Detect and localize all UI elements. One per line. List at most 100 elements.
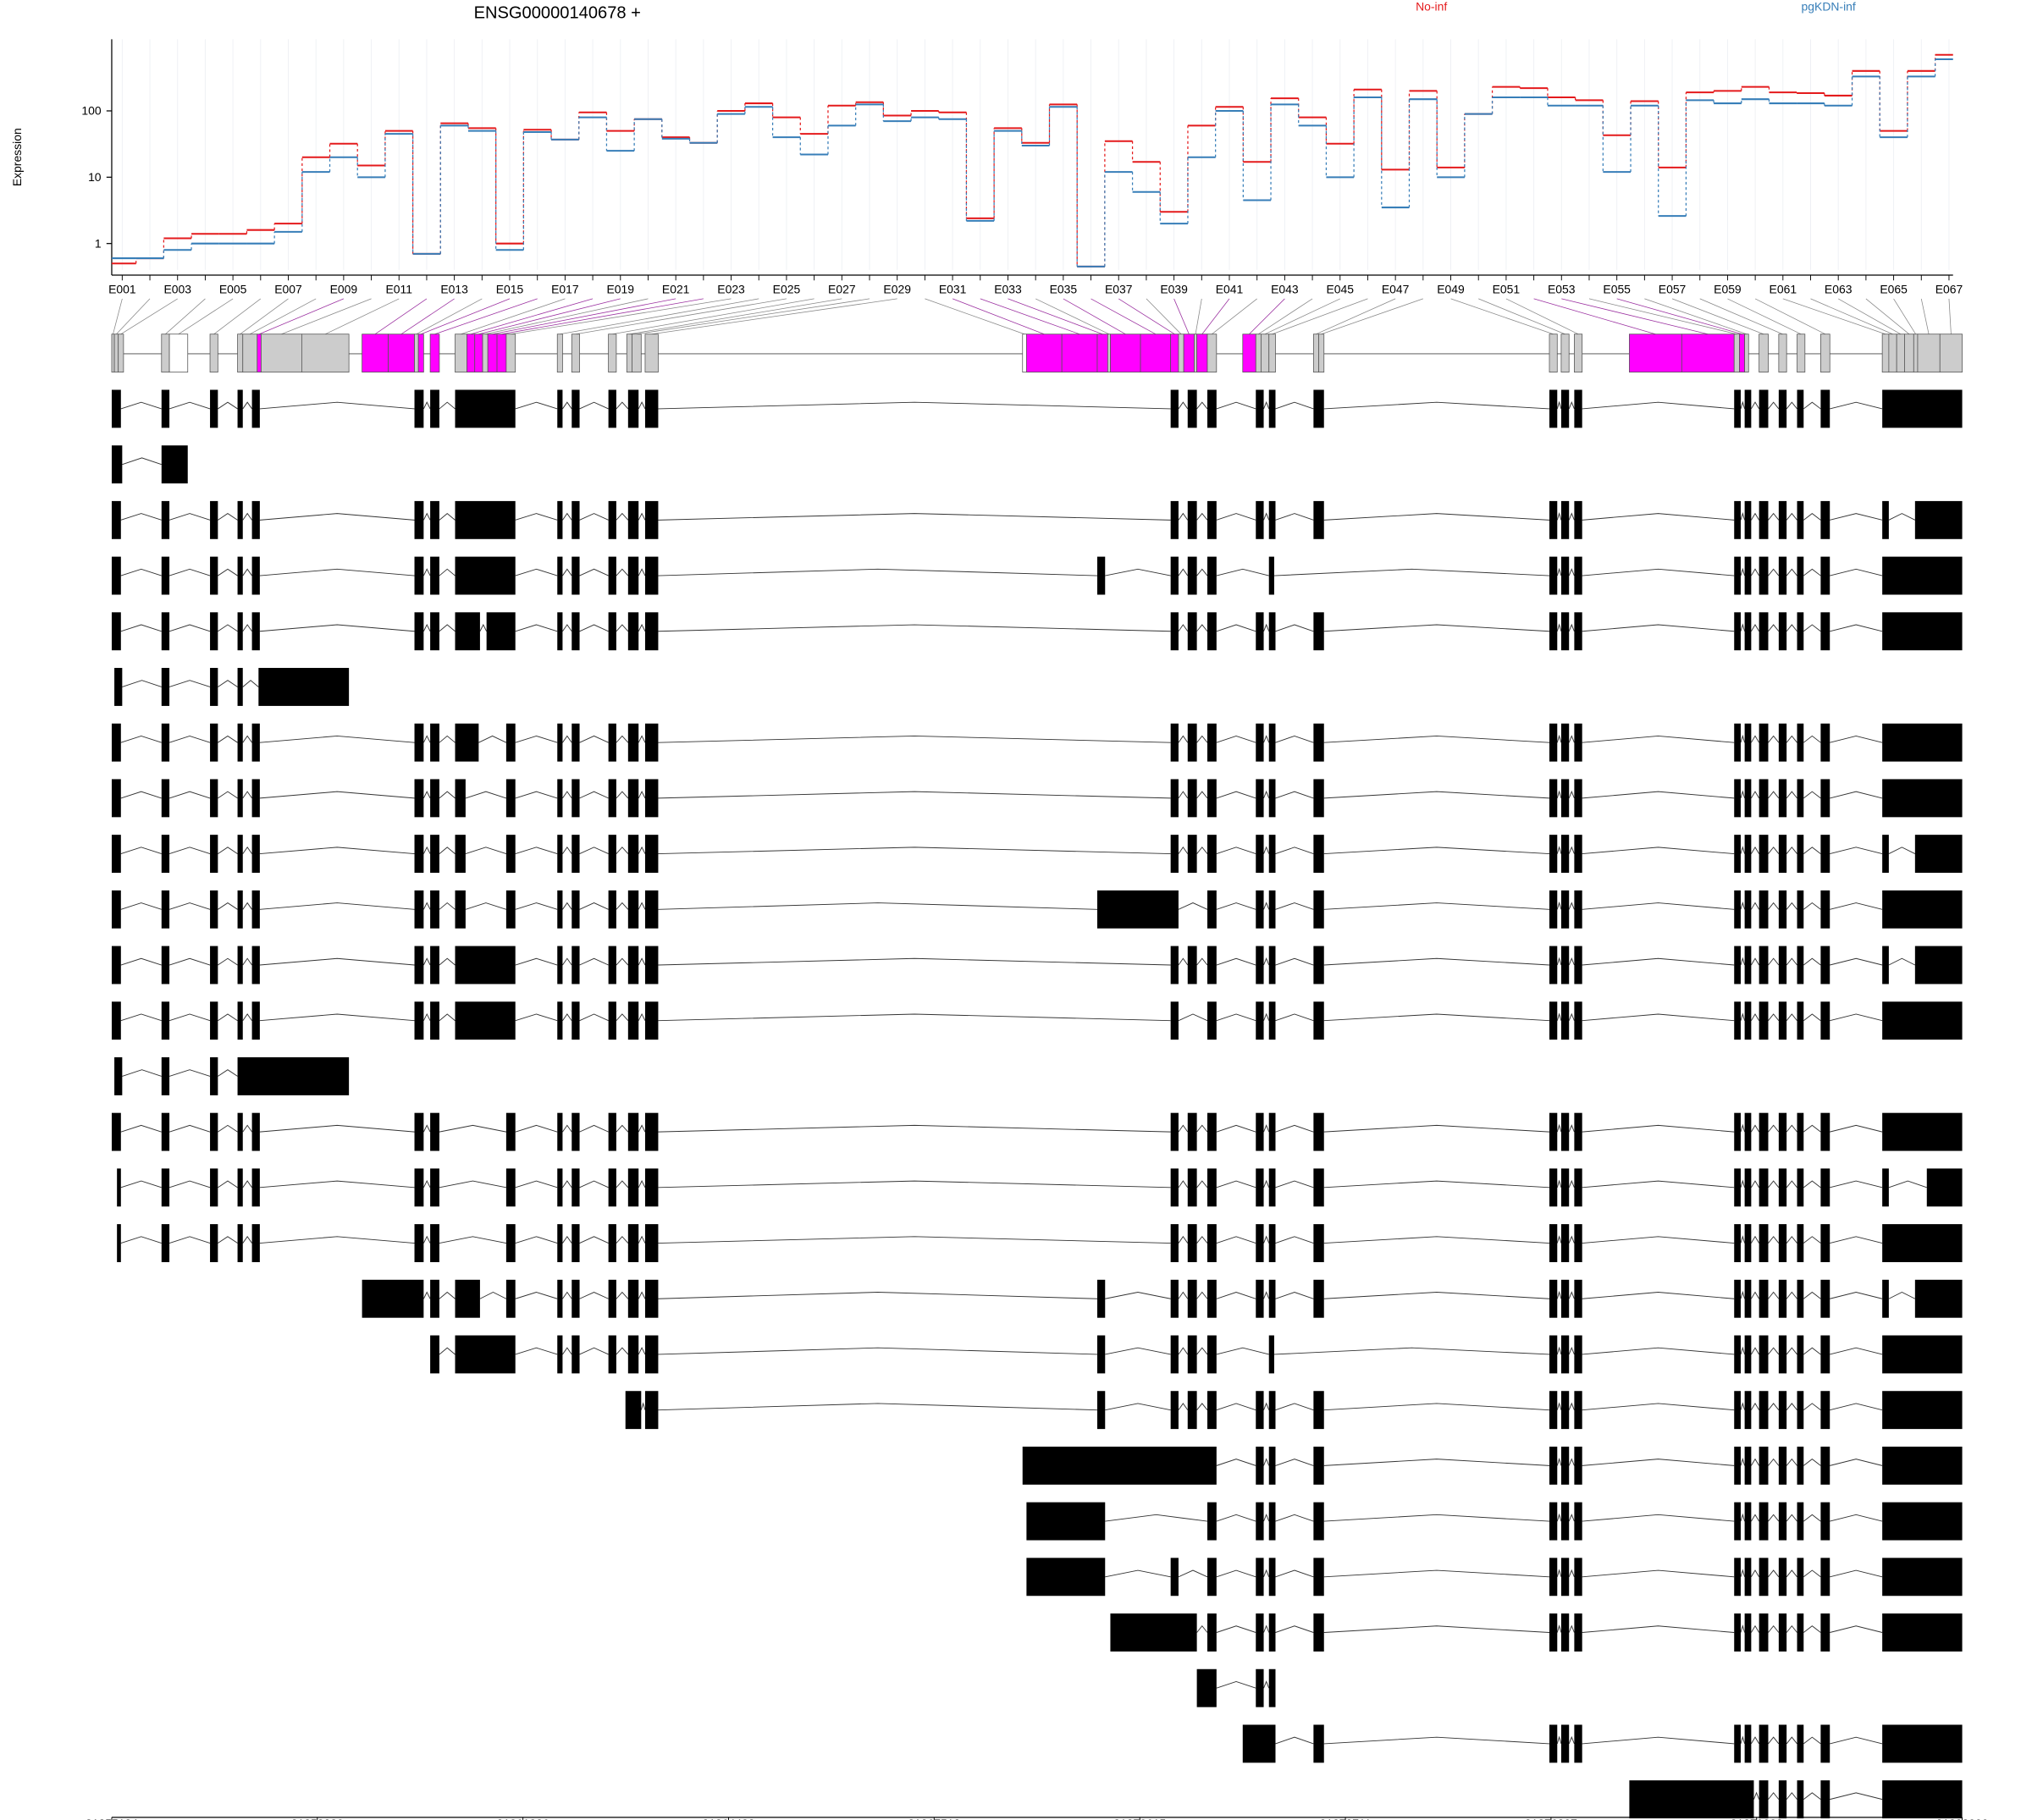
intron [168, 1069, 211, 1077]
transcript-exon [1574, 556, 1582, 595]
transcript-exon [1778, 1168, 1787, 1207]
transcript-exon [1560, 1335, 1570, 1374]
transcript-exon [1549, 1112, 1558, 1151]
transcript-exon [1196, 1668, 1217, 1707]
genome-tick-label: 31358230 [291, 1817, 344, 1820]
intron [1568, 1402, 1575, 1410]
intron [1830, 791, 1883, 799]
intron [1263, 846, 1270, 854]
transcript-exon [1820, 1613, 1830, 1652]
exon-connector [952, 298, 1045, 335]
transcript-exon [1759, 500, 1769, 539]
transcript-exon [1882, 779, 1963, 818]
transcript-exon [161, 556, 170, 595]
intron [439, 1180, 506, 1189]
intron [1568, 846, 1575, 854]
transcript-exon [572, 723, 580, 762]
transcript-exon [414, 1112, 424, 1151]
intron [1323, 847, 1550, 855]
intron [1196, 401, 1208, 410]
transcript-exon [1820, 835, 1830, 874]
x-tick-label: E005 [219, 283, 247, 296]
intron [1216, 735, 1256, 743]
intron [1568, 1735, 1575, 1745]
intron [1275, 1569, 1314, 1578]
intron [1830, 1569, 1883, 1578]
gene-exon-bin [482, 334, 489, 372]
transcript-exon [251, 389, 260, 428]
transcript-exon [557, 1168, 563, 1207]
intron [1768, 1180, 1780, 1189]
intron [515, 957, 558, 966]
intron [218, 847, 238, 854]
intron [1740, 623, 1746, 631]
intron [1768, 1013, 1780, 1022]
transcript-exon [1096, 1391, 1106, 1430]
intron [515, 847, 558, 855]
intron [1216, 1680, 1256, 1689]
intron [1768, 735, 1780, 743]
transcript-exon [608, 1112, 616, 1151]
transcript-exon [1574, 500, 1582, 539]
transcript-exon [1574, 1335, 1582, 1374]
intron [120, 568, 162, 576]
transcript-exon [1778, 1446, 1787, 1485]
transcript-exon [210, 556, 218, 595]
transcript-exon [1206, 835, 1217, 874]
intron [515, 791, 558, 799]
exon-connector [470, 298, 594, 335]
x-tick-label: E043 [1271, 283, 1299, 296]
intron [1275, 902, 1314, 910]
transcript-exon [1744, 1112, 1752, 1151]
transcript-exon [1882, 612, 1963, 651]
transcript-exon [1313, 1502, 1324, 1541]
gene-exon-bin [1913, 334, 1919, 372]
transcript-exon [1170, 1168, 1179, 1207]
intron [1216, 847, 1256, 855]
transcript-exon [505, 1168, 516, 1207]
x-tick-label: E031 [939, 283, 967, 296]
intron [1750, 512, 1760, 521]
intron [616, 624, 629, 632]
intron [218, 401, 238, 410]
x-tick-label: E023 [717, 283, 745, 296]
transcript-exon [1256, 1279, 1264, 1318]
intron [1568, 1624, 1575, 1633]
intron [658, 791, 1171, 799]
transcript-exon [1882, 1001, 1963, 1040]
transcript-exon [1560, 1001, 1570, 1040]
x-tick-label: E019 [607, 283, 635, 296]
transcript-exon [1170, 1279, 1179, 1318]
intron [1786, 1569, 1797, 1578]
intron [422, 957, 431, 966]
gene-exon-bin [1797, 334, 1806, 372]
intron [168, 957, 211, 966]
genome-tick-label: 31376807 [1525, 1817, 1577, 1820]
transcript-exon [1256, 835, 1264, 874]
transcript-exon [210, 1168, 218, 1207]
transcript-exon [210, 668, 218, 706]
intron [1178, 568, 1189, 576]
transcript-exon [430, 389, 439, 428]
transcript-exon [111, 445, 123, 484]
gene-exon-bin [1917, 334, 1941, 372]
transcript-exon [1820, 1279, 1830, 1318]
transcript-exon [1170, 1558, 1179, 1597]
intron [1786, 401, 1797, 410]
intron [1750, 1403, 1760, 1410]
exon-connector [485, 298, 649, 335]
intron [120, 624, 162, 632]
transcript-exon [627, 946, 639, 984]
transcript-exon [1882, 835, 1889, 874]
intron [439, 1291, 456, 1299]
transcript-exon [1574, 1391, 1582, 1430]
intron [1803, 568, 1821, 576]
y-tick-label: 1 [95, 236, 102, 250]
intron [616, 847, 629, 854]
gene-exon-bin [644, 334, 659, 372]
transcript-exon [1759, 1391, 1769, 1430]
transcript-exon [505, 779, 516, 818]
intron [1740, 846, 1746, 854]
intron [1216, 1625, 1256, 1633]
transcript-exon [1206, 1001, 1217, 1040]
